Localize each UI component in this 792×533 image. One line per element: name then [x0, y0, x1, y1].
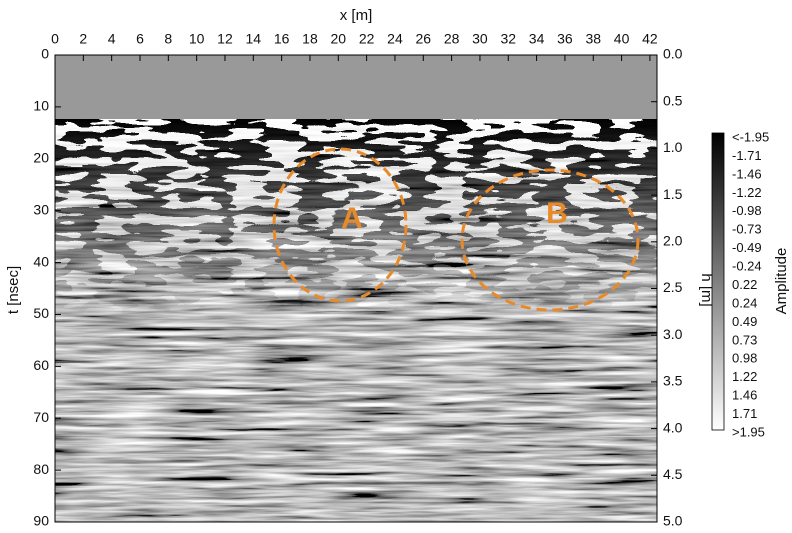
y-tick-label: 0 — [41, 46, 49, 62]
y-tick-label: 50 — [33, 305, 49, 321]
x-axis-label: x [m] — [340, 7, 373, 24]
colorbar-tick-label: 0.24 — [732, 295, 757, 310]
colorbar-tick-label: 0.98 — [732, 351, 757, 366]
annotation-label: A — [341, 202, 363, 235]
y-tick-label: 40 — [33, 253, 49, 269]
x-tick-label: 24 — [387, 31, 403, 47]
colorbar-tick-label: 0.49 — [732, 314, 757, 329]
x-tick-label: 14 — [246, 31, 262, 47]
annotation-circle — [272, 147, 408, 303]
colorbar-tick-label: -0.24 — [732, 259, 762, 274]
x-tick-label: 0 — [51, 31, 59, 47]
y-tick-label: 10 — [33, 98, 49, 114]
x-tick-label: 20 — [331, 31, 347, 47]
x-tick-label: 10 — [189, 31, 205, 47]
colorbar-tick-label: 1.46 — [732, 388, 757, 403]
y2-tick-label: 1.5 — [663, 186, 683, 202]
colorbar-tick-label: -0.49 — [732, 240, 762, 255]
y2-tick-label: 1.0 — [663, 139, 683, 155]
x-tick-label: 30 — [472, 31, 488, 47]
colorbar-tick-label: 1.22 — [732, 369, 757, 384]
x-tick-label: 38 — [585, 31, 601, 47]
x-tick-label: 4 — [108, 31, 116, 47]
annotation-label: B — [546, 197, 568, 230]
x-tick-label: 42 — [642, 31, 658, 47]
colorbar-tick-label: -1.46 — [732, 166, 762, 181]
y-tick-label: 60 — [33, 357, 49, 373]
colorbar-tick-label: 1.71 — [732, 406, 757, 421]
y2-axis-label: h [m] — [698, 273, 715, 306]
x-tick-label: 32 — [500, 31, 516, 47]
x-tick-label: 28 — [444, 31, 460, 47]
x-tick-label: 18 — [302, 31, 318, 47]
radargram-reflections — [55, 118, 657, 318]
x-tick-label: 8 — [164, 31, 172, 47]
x-tick-label: 36 — [557, 31, 573, 47]
y-axis-label: t [nsec] — [5, 266, 22, 314]
y-tick-label: 90 — [33, 513, 49, 529]
y2-tick-label: 3.5 — [663, 373, 683, 389]
y2-tick-label: 5.0 — [663, 513, 683, 529]
colorbar-tick-label: -0.73 — [732, 222, 762, 237]
y2-tick-label: 2.0 — [663, 233, 683, 249]
colorbar-tick-label: -1.71 — [732, 148, 762, 163]
colorbar-tick-label: -0.98 — [732, 203, 762, 218]
x-tick-label: 2 — [79, 31, 87, 47]
air-gap — [55, 55, 657, 119]
colorbar-tick-label: 0.22 — [732, 277, 757, 292]
x-tick-label: 40 — [614, 31, 630, 47]
y2-tick-label: 0.0 — [663, 46, 683, 62]
colorbar-tick-label: -1.22 — [732, 185, 762, 200]
x-tick-label: 22 — [359, 31, 375, 47]
x-tick-label: 26 — [415, 31, 431, 47]
y2-tick-label: 4.0 — [663, 419, 683, 435]
colorbar-tick-label: <-1.95 — [732, 129, 769, 144]
y2-tick-label: 0.5 — [663, 92, 683, 108]
y2-tick-label: 4.5 — [663, 466, 683, 482]
annotation-circle — [460, 168, 640, 312]
x-tick-label: 16 — [274, 31, 290, 47]
x-tick-label: 6 — [136, 31, 144, 47]
y-tick-label: 80 — [33, 461, 49, 477]
colorbar-tick-label: 0.73 — [732, 332, 757, 347]
y-tick-label: 20 — [33, 149, 49, 165]
colorbar-label: Amplitude — [773, 248, 790, 315]
x-tick-label: 34 — [529, 31, 545, 47]
y-tick-label: 30 — [33, 201, 49, 217]
x-tick-label: 12 — [217, 31, 233, 47]
y2-tick-label: 2.5 — [663, 279, 683, 295]
y-tick-label: 70 — [33, 409, 49, 425]
colorbar-tick-label: >1.95 — [732, 424, 765, 439]
colorbar — [711, 132, 725, 431]
y2-tick-label: 3.0 — [663, 326, 683, 342]
